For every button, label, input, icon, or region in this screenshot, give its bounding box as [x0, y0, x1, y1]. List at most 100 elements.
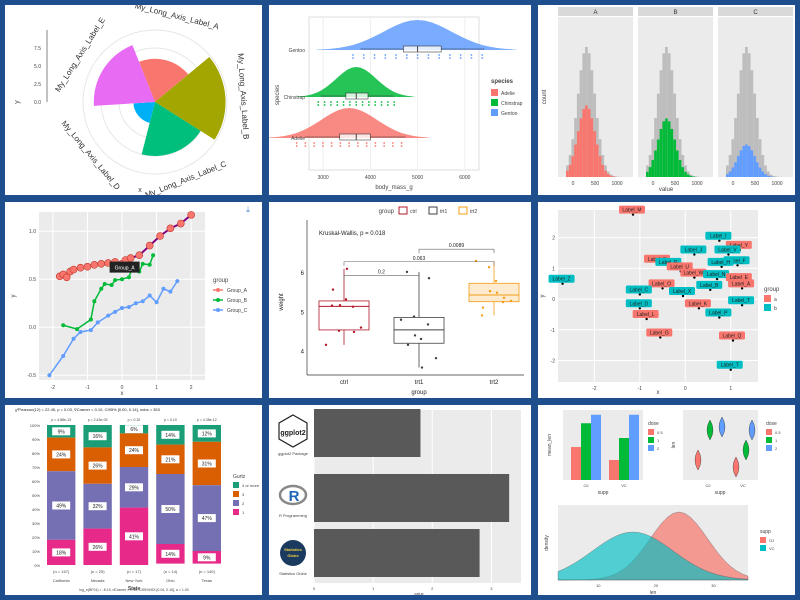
y-axis-title: y	[14, 100, 21, 104]
legend-key-dot	[216, 288, 220, 292]
x-tick-label: Texas	[202, 578, 212, 583]
data-point	[495, 291, 499, 294]
data-point	[147, 293, 152, 298]
color-bar	[686, 174, 690, 177]
dot-point	[365, 145, 368, 147]
data-point	[399, 318, 403, 321]
y-axis-title: mean_len	[547, 434, 553, 456]
point-label-box	[728, 279, 755, 288]
data-point	[156, 232, 164, 240]
dot-point	[393, 104, 396, 106]
x-tick-label: -2	[51, 385, 56, 391]
grouped-bar	[571, 447, 581, 480]
x-tick-label: -1	[638, 386, 643, 392]
color-bar	[609, 175, 613, 177]
y-tick-label: 0.0	[34, 100, 41, 106]
dot-point	[317, 101, 320, 103]
y-tick-label: 40%	[32, 507, 40, 512]
data-point	[338, 304, 342, 307]
legend-label: OJ	[769, 538, 774, 543]
r-logo: R	[278, 484, 308, 506]
legend-key	[233, 491, 239, 497]
scatter-point	[645, 317, 648, 321]
grey-bar	[670, 70, 674, 177]
data-point	[175, 279, 180, 284]
color-bar	[654, 150, 657, 177]
legend-label: 1	[657, 438, 660, 443]
grey-bar	[665, 47, 668, 177]
dot-point	[386, 101, 389, 103]
data-point	[133, 301, 138, 306]
dot-point	[321, 145, 324, 147]
color-bar	[734, 162, 737, 177]
x-tick-label: 0	[313, 586, 316, 591]
data-point	[434, 356, 438, 360]
grey-bar	[646, 165, 649, 177]
segment-label-box	[161, 430, 180, 439]
x-axis-title: supp	[715, 490, 726, 496]
scatter-point	[638, 307, 642, 310]
label-scatter-chart: Label_MLabel_ILabel_YLabel_JLabel_VLabel…	[540, 205, 780, 396]
y-tick-label: 2.5	[34, 82, 41, 88]
color-bar	[681, 167, 685, 177]
dot-point	[317, 104, 320, 106]
color-bar	[739, 150, 743, 177]
facet-strip	[718, 7, 793, 16]
data-point	[419, 337, 423, 341]
x-tick-label: 0	[732, 181, 735, 187]
x-tick-label: 1	[372, 586, 375, 591]
dot-point	[356, 145, 359, 147]
dot-point	[355, 101, 358, 103]
dot-point	[355, 104, 358, 106]
data-point	[109, 282, 114, 287]
stacked-bar-panel: χ²Pearson(12) = 22.45, p = 0.03, V̂Crame…	[5, 405, 262, 595]
point-label-box	[716, 360, 743, 369]
x-tick-label: VC	[621, 483, 627, 488]
legend-key-dot	[216, 308, 220, 312]
grey-bar	[686, 171, 690, 177]
count-label: (n = 140)	[199, 569, 216, 574]
dot-point	[374, 142, 377, 144]
point-label-box	[728, 296, 755, 305]
segment-label-box	[125, 532, 143, 541]
dot-point	[365, 142, 368, 144]
segment-label-box	[125, 425, 143, 434]
legend-label: 1	[242, 510, 245, 515]
logo-caption: ggplot2 Package	[278, 451, 309, 456]
dot-point	[330, 104, 332, 106]
grey-bar	[739, 70, 743, 177]
legend-key	[760, 545, 766, 551]
segment-label: 24%	[129, 448, 140, 454]
dot-point	[481, 54, 484, 56]
x-axis-title: x	[657, 390, 660, 396]
grey-bar	[659, 70, 663, 177]
grey-bar	[766, 171, 770, 177]
count-label: (n = 157)	[53, 569, 70, 574]
dot-point	[342, 101, 345, 103]
data-point	[120, 306, 124, 310]
data-point	[481, 306, 485, 309]
segment-label-box	[125, 446, 143, 455]
color-bar	[598, 156, 602, 177]
point-label: Label_X	[673, 289, 692, 295]
data-point	[426, 323, 430, 326]
grey-bar	[728, 155, 732, 177]
data-point	[406, 343, 410, 347]
color-bar	[576, 131, 580, 177]
x-tick-label: ctrl	[340, 380, 348, 386]
dot-point	[362, 54, 365, 56]
color-bar	[728, 171, 732, 177]
data-point	[331, 288, 335, 291]
point-label: Label_U	[670, 264, 689, 270]
y-tick-label: 20%	[32, 535, 40, 540]
dot-point	[336, 104, 339, 106]
y-tick-label: 5.0	[34, 64, 41, 70]
segment-label: 32%	[93, 504, 104, 510]
data-point	[61, 354, 66, 358]
segment-label: 50%	[165, 507, 176, 513]
data-point	[140, 261, 145, 266]
grey-bar	[678, 139, 682, 177]
point-label: Label_V	[718, 248, 737, 254]
point-label: Label_W	[683, 271, 703, 277]
p-value-label: p = 0.32	[128, 418, 141, 422]
